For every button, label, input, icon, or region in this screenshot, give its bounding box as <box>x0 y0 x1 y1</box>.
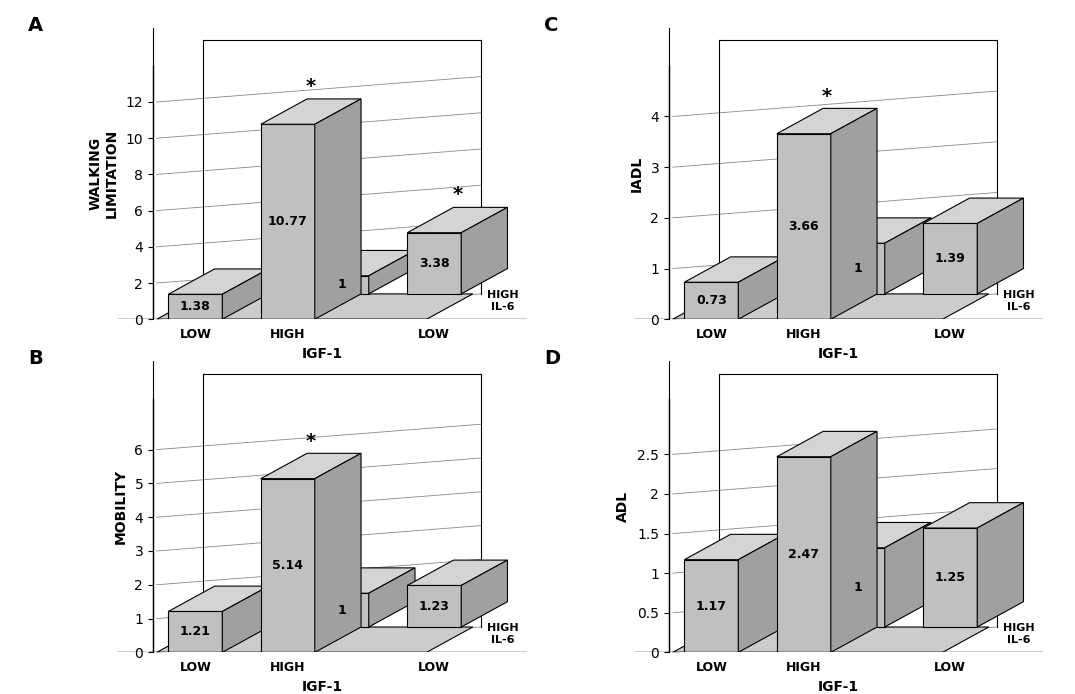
Text: 1.38: 1.38 <box>180 301 211 313</box>
Text: *: * <box>822 87 832 105</box>
Text: 1.23: 1.23 <box>419 600 449 613</box>
X-axis label: IGF-1: IGF-1 <box>302 347 343 361</box>
Polygon shape <box>831 218 931 243</box>
Text: 1.17: 1.17 <box>696 600 727 613</box>
Polygon shape <box>685 282 739 319</box>
Polygon shape <box>885 523 931 627</box>
Polygon shape <box>831 432 877 652</box>
Polygon shape <box>369 568 415 627</box>
Polygon shape <box>261 479 315 652</box>
Polygon shape <box>407 586 461 627</box>
Polygon shape <box>923 223 977 294</box>
Polygon shape <box>407 208 507 232</box>
X-axis label: IGF-1: IGF-1 <box>302 680 343 694</box>
Polygon shape <box>739 534 785 652</box>
Polygon shape <box>315 568 415 593</box>
Text: 1: 1 <box>338 604 346 616</box>
Polygon shape <box>169 294 223 319</box>
Polygon shape <box>407 232 461 294</box>
Polygon shape <box>407 560 507 586</box>
Polygon shape <box>157 627 473 652</box>
Text: 2.47: 2.47 <box>788 548 819 561</box>
Text: C: C <box>544 16 559 35</box>
Text: HIGH
IL-6: HIGH IL-6 <box>1003 290 1035 312</box>
Polygon shape <box>977 198 1023 294</box>
Text: *: * <box>453 185 462 203</box>
Y-axis label: WALKING
LIMITATION: WALKING LIMITATION <box>88 129 118 218</box>
Polygon shape <box>223 586 269 652</box>
Polygon shape <box>777 108 877 134</box>
Polygon shape <box>673 627 989 652</box>
Polygon shape <box>315 251 415 276</box>
Polygon shape <box>261 99 361 124</box>
Polygon shape <box>831 523 931 548</box>
Text: 1: 1 <box>338 278 346 291</box>
Y-axis label: ADL: ADL <box>616 491 630 522</box>
Polygon shape <box>685 559 739 652</box>
Text: 1: 1 <box>854 581 862 594</box>
Polygon shape <box>461 208 507 294</box>
Polygon shape <box>831 548 885 627</box>
Polygon shape <box>315 593 369 627</box>
Polygon shape <box>885 218 931 294</box>
Text: HIGH
IL-6: HIGH IL-6 <box>487 290 519 312</box>
Text: *: * <box>306 77 316 96</box>
Polygon shape <box>831 108 877 319</box>
Polygon shape <box>315 99 361 319</box>
Polygon shape <box>369 251 415 294</box>
Text: 10.77: 10.77 <box>268 215 307 228</box>
Text: HIGH
IL-6: HIGH IL-6 <box>1003 623 1035 645</box>
Polygon shape <box>923 198 1023 223</box>
Y-axis label: IADL: IADL <box>629 155 644 192</box>
Polygon shape <box>923 502 1023 528</box>
Polygon shape <box>157 294 473 319</box>
Polygon shape <box>261 453 361 479</box>
Text: 3.66: 3.66 <box>788 220 819 233</box>
Polygon shape <box>169 269 269 294</box>
Text: B: B <box>28 349 43 369</box>
Text: 1.25: 1.25 <box>935 571 965 584</box>
Polygon shape <box>461 560 507 627</box>
Polygon shape <box>777 134 831 319</box>
Polygon shape <box>977 502 1023 627</box>
Text: 0.73: 0.73 <box>696 294 727 307</box>
Text: 1.39: 1.39 <box>935 252 965 265</box>
Polygon shape <box>261 124 315 319</box>
Polygon shape <box>685 534 785 559</box>
Text: *: * <box>306 432 316 451</box>
Polygon shape <box>739 257 785 319</box>
Polygon shape <box>673 294 989 319</box>
Text: D: D <box>544 349 560 369</box>
Polygon shape <box>777 432 877 457</box>
Text: HIGH
IL-6: HIGH IL-6 <box>487 623 519 645</box>
X-axis label: IGF-1: IGF-1 <box>818 347 859 361</box>
Polygon shape <box>169 611 223 652</box>
Polygon shape <box>777 457 831 652</box>
Polygon shape <box>923 528 977 627</box>
Y-axis label: MOBILITY: MOBILITY <box>113 469 128 544</box>
Polygon shape <box>685 257 785 282</box>
Text: 1: 1 <box>854 262 862 275</box>
X-axis label: IGF-1: IGF-1 <box>818 680 859 694</box>
Text: A: A <box>28 16 43 35</box>
Text: 3.38: 3.38 <box>419 257 449 270</box>
Polygon shape <box>315 276 369 294</box>
Polygon shape <box>223 269 269 319</box>
Polygon shape <box>831 243 885 294</box>
Text: 1.21: 1.21 <box>180 625 211 638</box>
Text: 5.14: 5.14 <box>272 559 303 572</box>
Polygon shape <box>315 453 361 652</box>
Polygon shape <box>169 586 269 611</box>
